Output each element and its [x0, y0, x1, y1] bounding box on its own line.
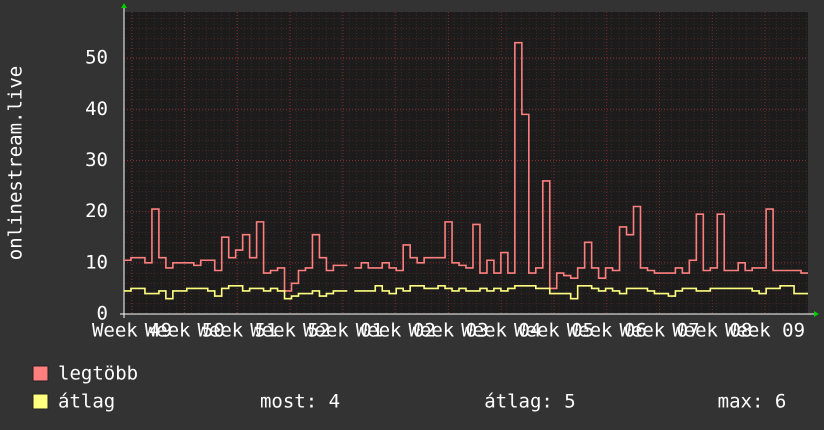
y-axis-label: onlinestream.live [5, 66, 27, 260]
y-tick-label: 40 [85, 98, 108, 120]
stat: max: 6 [718, 391, 787, 413]
y-tick-label: 30 [85, 149, 108, 171]
x-tick-label: Week 05 [514, 320, 594, 342]
stat: átlag: 5 [484, 391, 576, 413]
y-tick-label: 10 [85, 251, 108, 273]
legend-label: átlag [58, 391, 115, 413]
series-line [124, 41, 808, 292]
x-tick-label: Week 01 [303, 320, 383, 342]
y-tick-label: 50 [85, 47, 108, 69]
stat: most: 4 [260, 391, 340, 413]
x-tick-label: Week 06 [567, 320, 647, 342]
x-tick-label: Week 03 [408, 320, 488, 342]
y-arrow [121, 3, 127, 8]
legend-label: legtöbb [58, 363, 138, 385]
x-tick-label: Week 50 [145, 320, 225, 342]
x-tick-label: Week 51 [197, 320, 277, 342]
legend-swatch [32, 393, 49, 410]
x-tick-label: Week 04 [461, 320, 541, 342]
x-tick-label: Week 09 [725, 320, 805, 342]
legend-swatch [32, 365, 49, 382]
x-tick-label: Week 02 [356, 320, 436, 342]
y-tick-label: 20 [85, 200, 108, 222]
x-tick-label: Week 08 [672, 320, 752, 342]
x-tick-label: Week 52 [250, 320, 330, 342]
x-arrow [814, 311, 819, 317]
x-tick-label: Week 49 [92, 320, 172, 342]
x-tick-label: Week 07 [619, 320, 699, 342]
series-line [124, 285, 808, 300]
y-tick-label: 0 [97, 303, 108, 325]
